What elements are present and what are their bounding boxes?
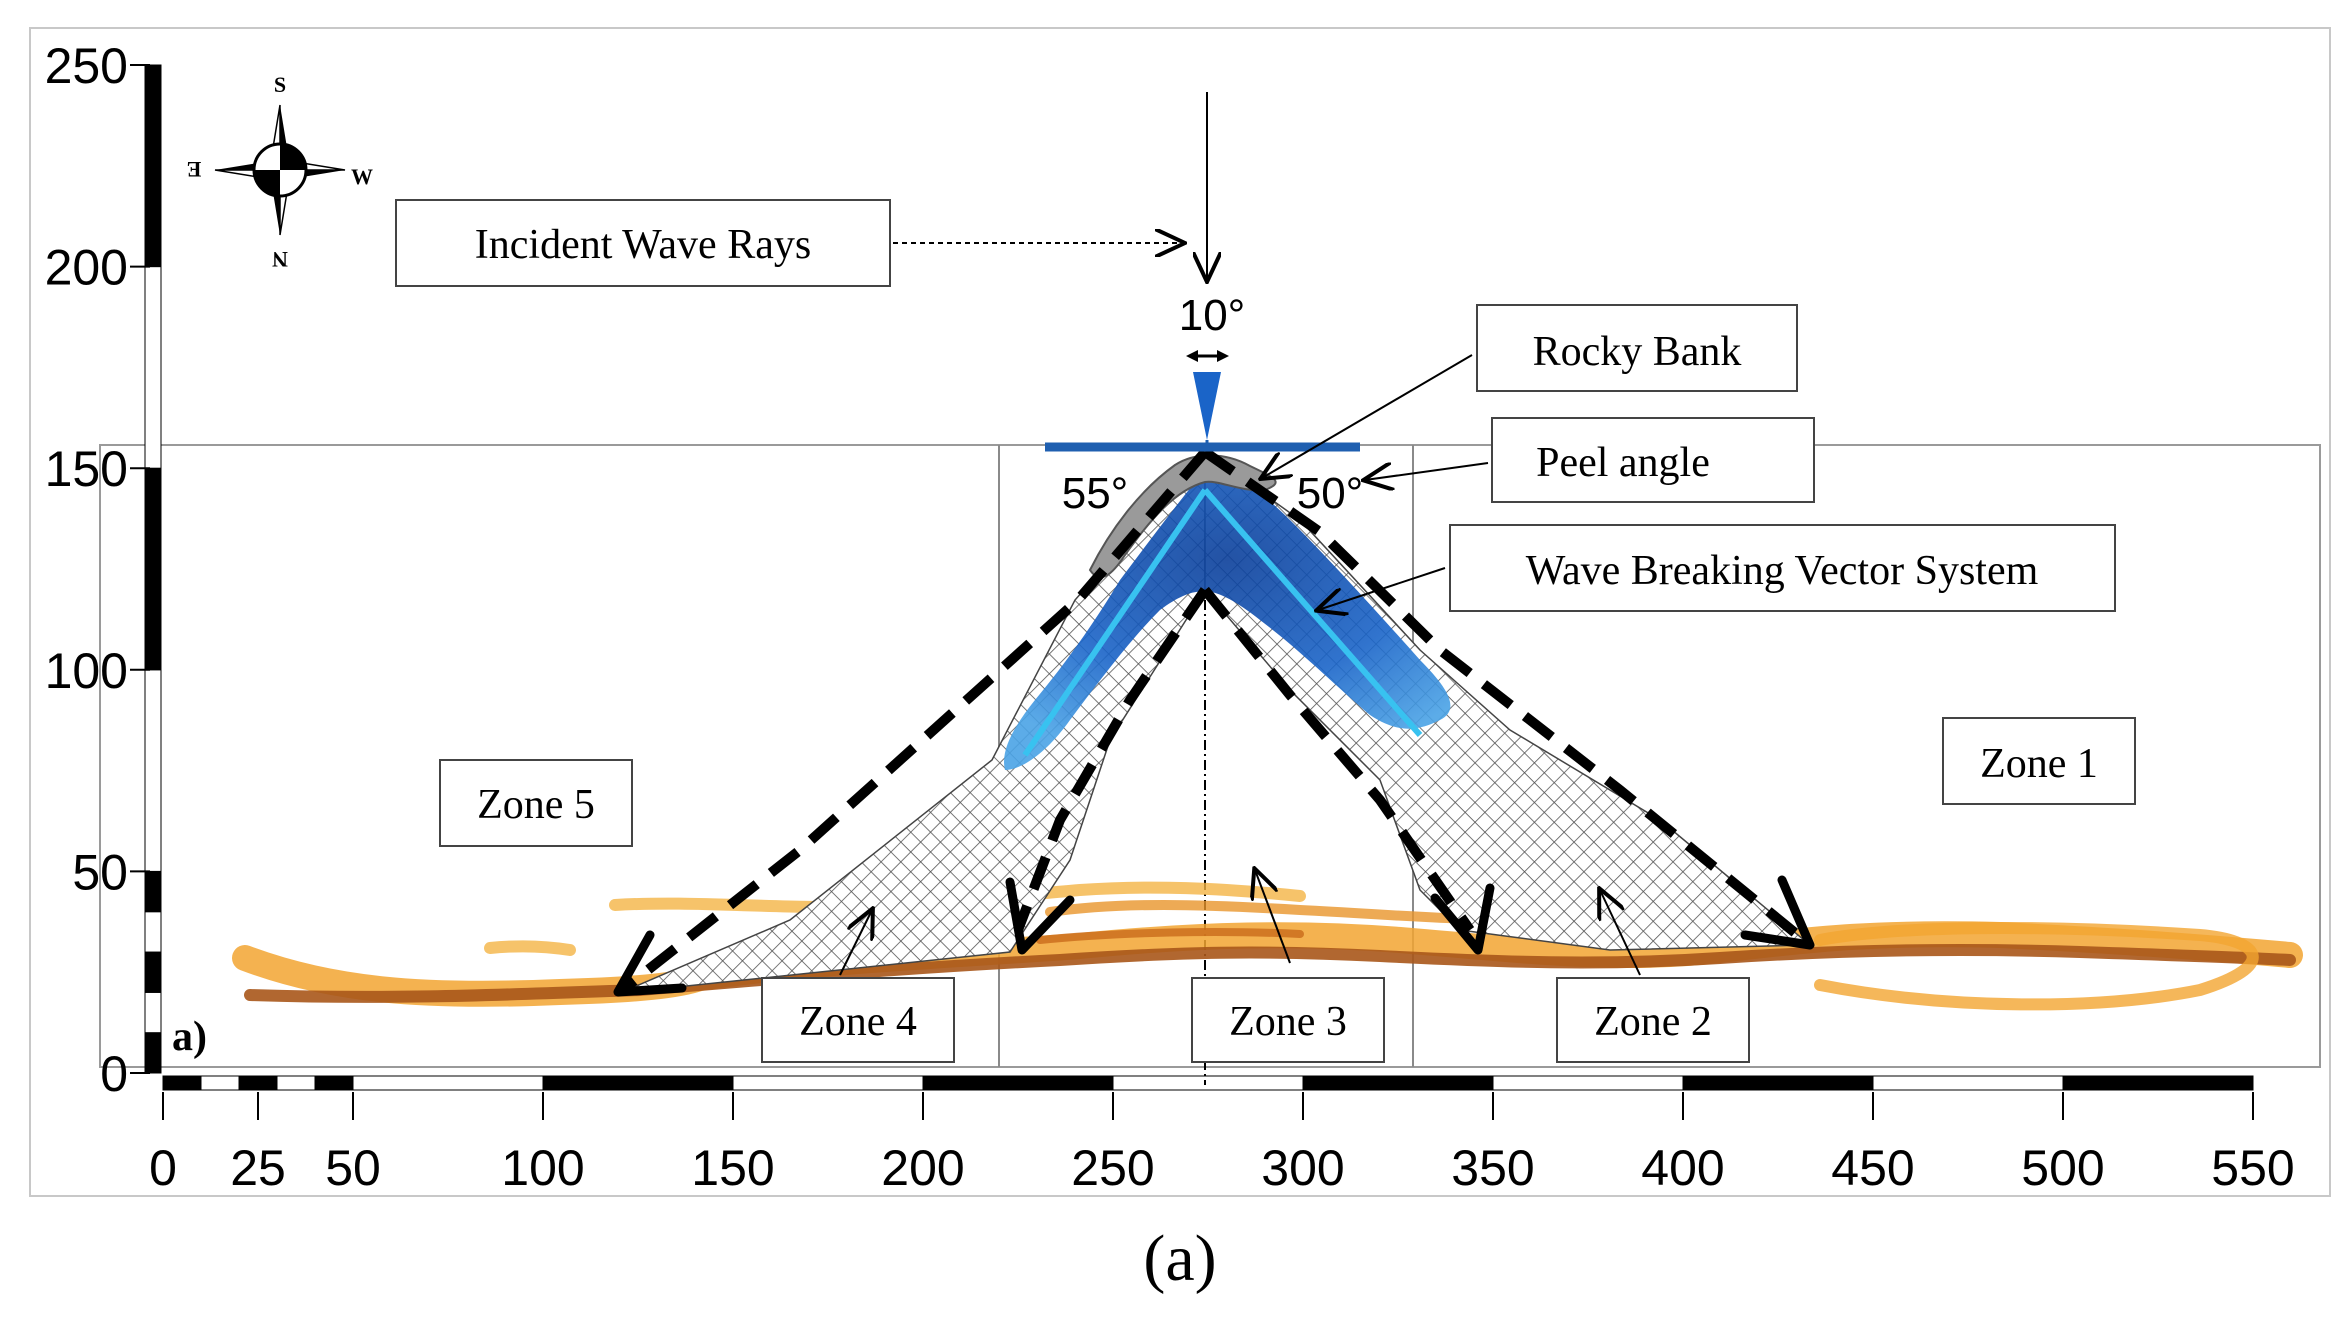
zone4-label: Zone 4 bbox=[799, 999, 917, 1045]
zone2-leader bbox=[1600, 890, 1641, 976]
y-scale-block bbox=[144, 1032, 162, 1074]
x-tick-label: 250 bbox=[1071, 1140, 1154, 1196]
x-scale-block bbox=[276, 1075, 316, 1091]
x-tick-label: 25 bbox=[230, 1140, 286, 1196]
x-scale-block bbox=[200, 1075, 240, 1091]
y-axis-ticks: 0 50 100 150 200 250 bbox=[45, 38, 150, 1102]
panel-label: a) bbox=[172, 1014, 207, 1060]
x-scale-block bbox=[238, 1075, 278, 1091]
x-tick-label: 350 bbox=[1451, 1140, 1534, 1196]
incident-blue-triangle bbox=[1193, 372, 1221, 440]
y-scale-block bbox=[144, 266, 162, 469]
zone4-box: Zone 4 bbox=[761, 977, 955, 1063]
zone3-label: Zone 3 bbox=[1229, 999, 1347, 1045]
x-scale-block bbox=[162, 1075, 202, 1091]
angle-50-label: 50° bbox=[1297, 469, 1364, 518]
vector-system-leader bbox=[1318, 567, 1446, 610]
figure-caption: (a) bbox=[1143, 1222, 1216, 1295]
x-scale-block bbox=[2062, 1075, 2254, 1091]
incident-label-box: Incident Wave Rays bbox=[395, 199, 891, 287]
peel-angle-leader bbox=[1365, 462, 1489, 480]
x-tick-label: 150 bbox=[691, 1140, 774, 1196]
zone1-box: Zone 1 bbox=[1942, 717, 2136, 805]
y-scale-block bbox=[144, 870, 162, 913]
vector-system-label-box: Wave Breaking Vector System bbox=[1449, 524, 2116, 612]
x-scale-block bbox=[1872, 1075, 2064, 1091]
x-scale-block bbox=[922, 1075, 1114, 1091]
incident-label: Incident Wave Rays bbox=[475, 222, 811, 268]
y-tick-label: 150 bbox=[45, 441, 128, 497]
angle-10-label: 10° bbox=[1179, 291, 1246, 340]
peel-angle-label-box: Peel angle bbox=[1491, 417, 1815, 503]
y-tick-label: 250 bbox=[45, 38, 128, 94]
rocky-bank-label: Rocky Bank bbox=[1533, 329, 1742, 375]
x-tick-label: 200 bbox=[881, 1140, 964, 1196]
y-scale-block bbox=[144, 467, 162, 671]
zone2-box: Zone 2 bbox=[1556, 977, 1750, 1063]
zone3-box: Zone 3 bbox=[1191, 977, 1385, 1063]
zone2-label: Zone 2 bbox=[1594, 999, 1712, 1045]
angle-10-marker bbox=[1186, 350, 1229, 362]
y-scale-block bbox=[144, 991, 162, 1034]
compass-e: E bbox=[187, 157, 202, 182]
x-tick-label: 50 bbox=[325, 1140, 381, 1196]
x-scale-bar bbox=[162, 1075, 2254, 1091]
x-axis-ticks: 0 25 50 100 150 200 250 300 350 400 450 500 550 bbox=[149, 1092, 2295, 1196]
x-tick-label: 550 bbox=[2211, 1140, 2294, 1196]
y-scale-block bbox=[144, 64, 162, 268]
x-scale-block bbox=[1682, 1075, 1874, 1091]
x-scale-block bbox=[1302, 1075, 1494, 1091]
x-scale-block bbox=[314, 1075, 354, 1091]
x-tick-label: 400 bbox=[1641, 1140, 1724, 1196]
rocky-bank-leader bbox=[1262, 354, 1473, 478]
rocky-bank-shape bbox=[1088, 454, 1277, 579]
y-tick-label: 50 bbox=[72, 844, 128, 900]
x-scale-block bbox=[542, 1075, 734, 1091]
compass-w: W bbox=[351, 164, 373, 189]
y-scale-block bbox=[144, 951, 162, 993]
y-scale-block bbox=[144, 669, 162, 872]
x-tick-label: 100 bbox=[501, 1140, 584, 1196]
x-scale-block bbox=[1492, 1075, 1684, 1091]
compass-rose: S N E W bbox=[187, 72, 373, 272]
y-tick-label: 100 bbox=[45, 643, 128, 699]
x-tick-label: 450 bbox=[1831, 1140, 1914, 1196]
y-scale-bar bbox=[144, 64, 162, 1074]
zone4-leader bbox=[839, 910, 872, 976]
zone3-leader bbox=[1255, 870, 1291, 964]
angle-55-label: 55° bbox=[1062, 469, 1129, 518]
x-tick-label: 300 bbox=[1261, 1140, 1344, 1196]
compass-n: N bbox=[272, 247, 288, 272]
wave-breaking-vectors bbox=[621, 447, 1814, 992]
x-scale-block bbox=[1112, 1075, 1304, 1091]
zone5-label: Zone 5 bbox=[477, 782, 595, 828]
peel-angle-label: Peel angle bbox=[1536, 440, 1710, 486]
y-scale-block bbox=[144, 911, 162, 953]
y-tick-label: 0 bbox=[100, 1046, 128, 1102]
x-scale-block bbox=[732, 1075, 924, 1091]
x-tick-label: 0 bbox=[149, 1140, 177, 1196]
zone1-label: Zone 1 bbox=[1980, 741, 2098, 787]
vector-system-label: Wave Breaking Vector System bbox=[1526, 548, 2039, 594]
zone5-box: Zone 5 bbox=[439, 759, 633, 847]
y-tick-label: 200 bbox=[45, 240, 128, 296]
compass-s: S bbox=[274, 72, 286, 97]
vector-arrowheads bbox=[613, 875, 1815, 997]
x-tick-label: 500 bbox=[2021, 1140, 2104, 1196]
x-scale-block bbox=[352, 1075, 544, 1091]
rocky-bank-label-box: Rocky Bank bbox=[1476, 304, 1798, 392]
